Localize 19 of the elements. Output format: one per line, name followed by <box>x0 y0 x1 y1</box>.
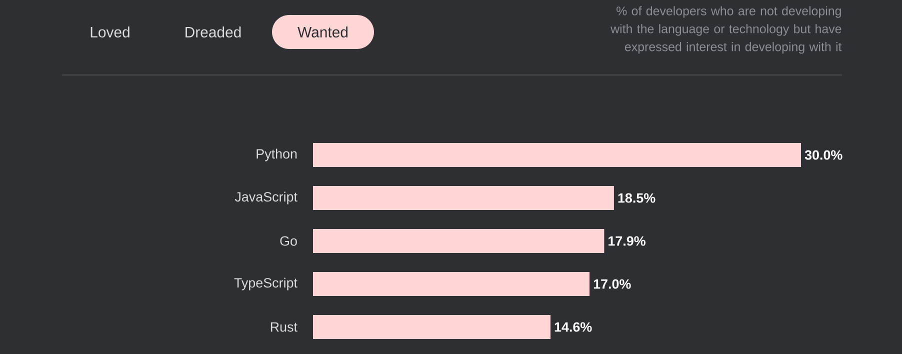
text: Dreaded <box>186 26 241 38</box>
y-tick-label: TypeScript <box>234 278 298 290</box>
text: Wanted <box>298 26 348 38</box>
bar <box>313 143 802 167</box>
y-tick-label: Python <box>256 148 297 162</box>
y-tick-label: Go <box>280 236 297 246</box>
bar <box>313 315 551 340</box>
text: Loved <box>90 26 130 38</box>
data-label: 14.6% <box>554 322 592 332</box>
y-tick-label: JavaScript <box>234 192 298 204</box>
data-label: 18.5% <box>618 193 656 203</box>
data-label: 17.9% <box>608 236 646 246</box>
y-tick-label: Rust <box>270 322 298 332</box>
chart-subtitle: % of developers who are not developing with the language or technology but have expressed interest in developing with it <box>610 6 842 54</box>
data-label: 30.0% <box>804 150 842 160</box>
bar <box>313 229 604 253</box>
bar <box>313 186 614 210</box>
bar <box>313 272 590 296</box>
data-label: 17.0% <box>594 279 631 289</box>
